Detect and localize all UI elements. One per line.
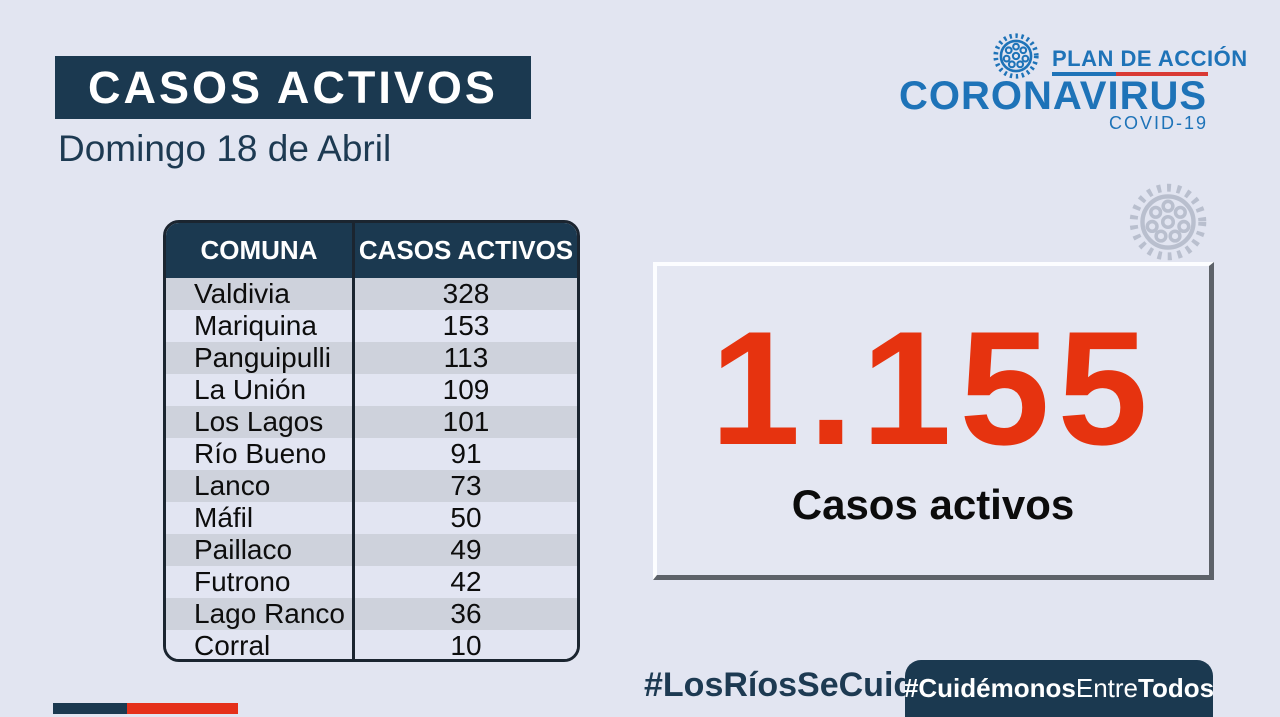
casos-cell: 36	[450, 598, 482, 629]
casos-cell: 153	[442, 310, 490, 341]
plan-de-accion-label: PLAN DE ACCIÓN	[1052, 46, 1248, 71]
comuna-cell: Lago Ranco	[166, 598, 355, 630]
table-body: Valdivia 328 Mariquina 153 Panguipulli 1…	[166, 278, 577, 661]
table-row: Río Bueno 91	[166, 438, 577, 470]
gov-brand-bar-red	[127, 703, 238, 714]
hashtag-losrios: #LosRíosSeCuida	[644, 666, 934, 704]
cases-table: COMUNA CASOS ACTIVOS Valdivia 328 Mariqu…	[163, 220, 580, 662]
hashtag-bold-part2: Todos	[1138, 673, 1215, 703]
comuna-cell: Corral	[166, 630, 355, 659]
table-header-row: COMUNA CASOS ACTIVOS	[166, 223, 577, 278]
casos-cell: 50	[450, 502, 482, 533]
page-title: CASOS ACTIVOS	[55, 56, 531, 119]
comuna-cell: Máfil	[166, 502, 355, 534]
casos-cell: 328	[442, 278, 490, 309]
comuna-cell: Los Lagos	[166, 406, 355, 438]
table-row: Lanco 73	[166, 470, 577, 502]
comuna-cell: Futrono	[166, 566, 355, 598]
casos-cell: 109	[442, 374, 490, 405]
gov-brand-bar-navy	[53, 703, 127, 714]
total-cases-value: 1.155	[710, 297, 1156, 479]
total-cases-panel: 1.155 Casos activos	[653, 262, 1214, 580]
table-row: Lago Ranco 36	[166, 598, 577, 630]
comuna-cell: Paillaco	[166, 534, 355, 566]
table-row: Futrono 42	[166, 566, 577, 598]
hashtag-regular-part: Entre	[1075, 673, 1139, 703]
flag-underline	[1052, 72, 1208, 76]
table-row: Corral 10	[166, 630, 577, 661]
page-title-text: CASOS ACTIVOS	[88, 61, 498, 113]
comuna-cell: Valdivia	[166, 278, 355, 310]
column-header-casos: CASOS ACTIVOS	[358, 235, 574, 265]
date-label: Domingo 18 de Abril	[58, 128, 392, 169]
table-row: Mariquina 153	[166, 310, 577, 342]
table-row: Máfil 50	[166, 502, 577, 534]
covid19-sublabel: COVID-19	[1108, 113, 1208, 133]
casos-cell: 101	[442, 406, 490, 437]
hashtag-bold-part: #Cuidémonos	[903, 673, 1076, 703]
column-header-comuna: COMUNA	[166, 223, 355, 278]
casos-cell: 113	[443, 342, 489, 373]
table-row: Panguipulli 113	[166, 342, 577, 374]
hashtag-cuidemonos-banner: #Cuidémonos Entre Todos	[903, 660, 1215, 717]
casos-cell: 91	[450, 438, 482, 469]
comuna-cell: Río Bueno	[166, 438, 355, 470]
table-row: La Unión 109	[166, 374, 577, 406]
table-row: Los Lagos 101	[166, 406, 577, 438]
total-cases-label: Casos activos	[791, 481, 1075, 529]
table-row: Paillaco 49	[166, 534, 577, 566]
comuna-cell: Lanco	[166, 470, 355, 502]
comuna-cell: La Unión	[166, 374, 355, 406]
comuna-cell: Mariquina	[166, 310, 355, 342]
virus-watermark-icon	[1122, 178, 1214, 266]
comuna-cell: Panguipulli	[166, 342, 355, 374]
casos-cell: 73	[450, 470, 482, 501]
coronavirus-wordmark: CORONAVIRUS	[899, 74, 1208, 118]
table-row: Valdivia 328	[166, 278, 577, 310]
casos-cell: 42	[450, 566, 482, 597]
casos-cell: 49	[450, 534, 482, 565]
casos-cell: 10	[450, 630, 482, 661]
